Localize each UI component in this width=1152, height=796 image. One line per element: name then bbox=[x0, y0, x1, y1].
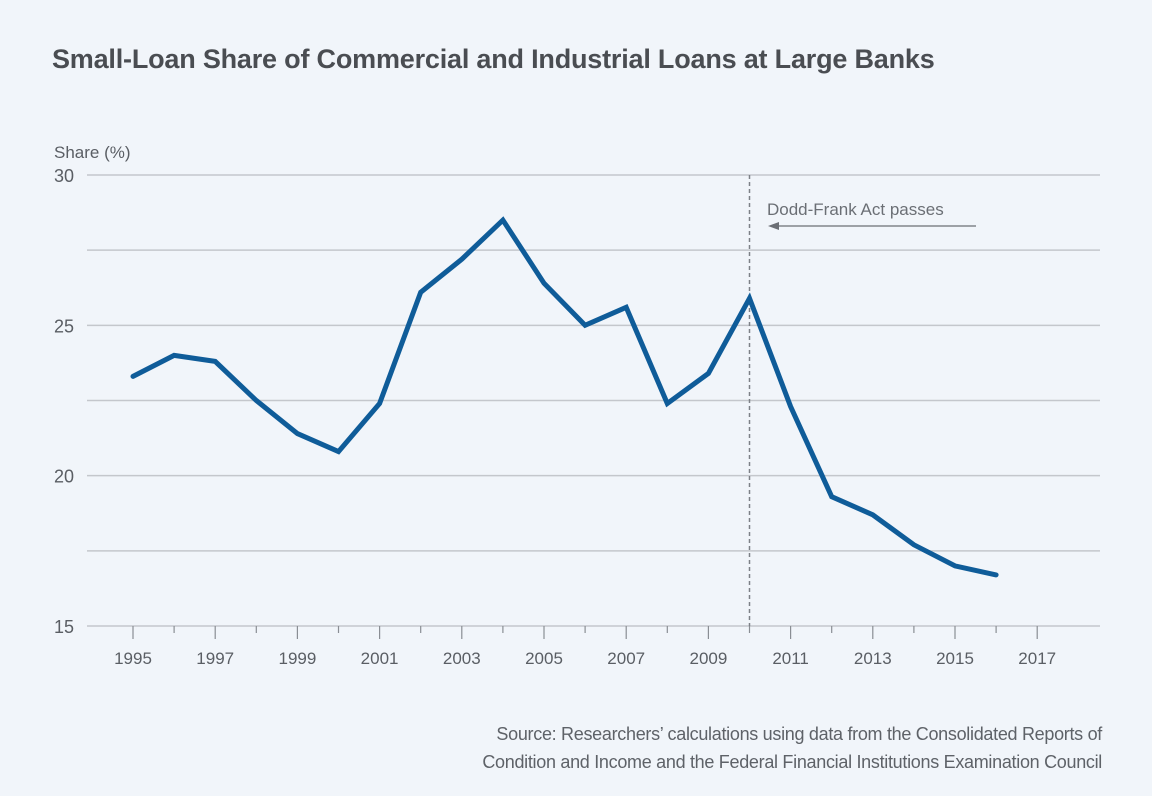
x-tick-label: 2009 bbox=[689, 649, 727, 668]
annotation-label: Dodd-Frank Act passes bbox=[767, 200, 944, 219]
y-tick-label: 30 bbox=[54, 166, 74, 186]
y-axis: 15 20 25 30 bbox=[54, 166, 74, 637]
series-layer bbox=[130, 216, 999, 578]
source-line-2: Condition and Income and the Federal Fin… bbox=[482, 752, 1102, 772]
x-tick-label: 2011 bbox=[772, 649, 809, 668]
source-line-1: Source: Researchers’ calculations using … bbox=[496, 724, 1102, 744]
y-tick-label: 15 bbox=[54, 617, 74, 637]
x-tick-label: 2005 bbox=[525, 649, 563, 668]
dodd-frank-annotation: Dodd-Frank Act passes bbox=[748, 175, 976, 626]
x-tick-label: 2015 bbox=[936, 649, 974, 668]
chart-title: Small-Loan Share of Commercial and Indus… bbox=[52, 44, 935, 74]
gridlines bbox=[87, 174, 1100, 627]
x-axis: 1995 1997 1999 2001 2003 2005 2007 2009 2011 2013… bbox=[114, 626, 1056, 668]
arrow-left-icon bbox=[768, 222, 779, 230]
source-note: Source: Researchers’ calculations using … bbox=[482, 720, 1102, 776]
x-tick-label: 2001 bbox=[361, 649, 399, 668]
x-tick-label: 2017 bbox=[1018, 649, 1056, 668]
x-tick-label: 2007 bbox=[607, 649, 645, 668]
y-axis-title: Share (%) bbox=[54, 143, 131, 162]
x-tick-label: 1999 bbox=[278, 649, 316, 668]
y-tick-label: 20 bbox=[54, 467, 74, 487]
x-tick-label: 2013 bbox=[854, 649, 892, 668]
x-tick-label: 1995 bbox=[114, 649, 152, 668]
series-line bbox=[130, 216, 999, 578]
x-tick-label: 1997 bbox=[196, 649, 234, 668]
y-tick-label: 25 bbox=[54, 316, 74, 336]
x-tick-label: 2003 bbox=[443, 649, 481, 668]
